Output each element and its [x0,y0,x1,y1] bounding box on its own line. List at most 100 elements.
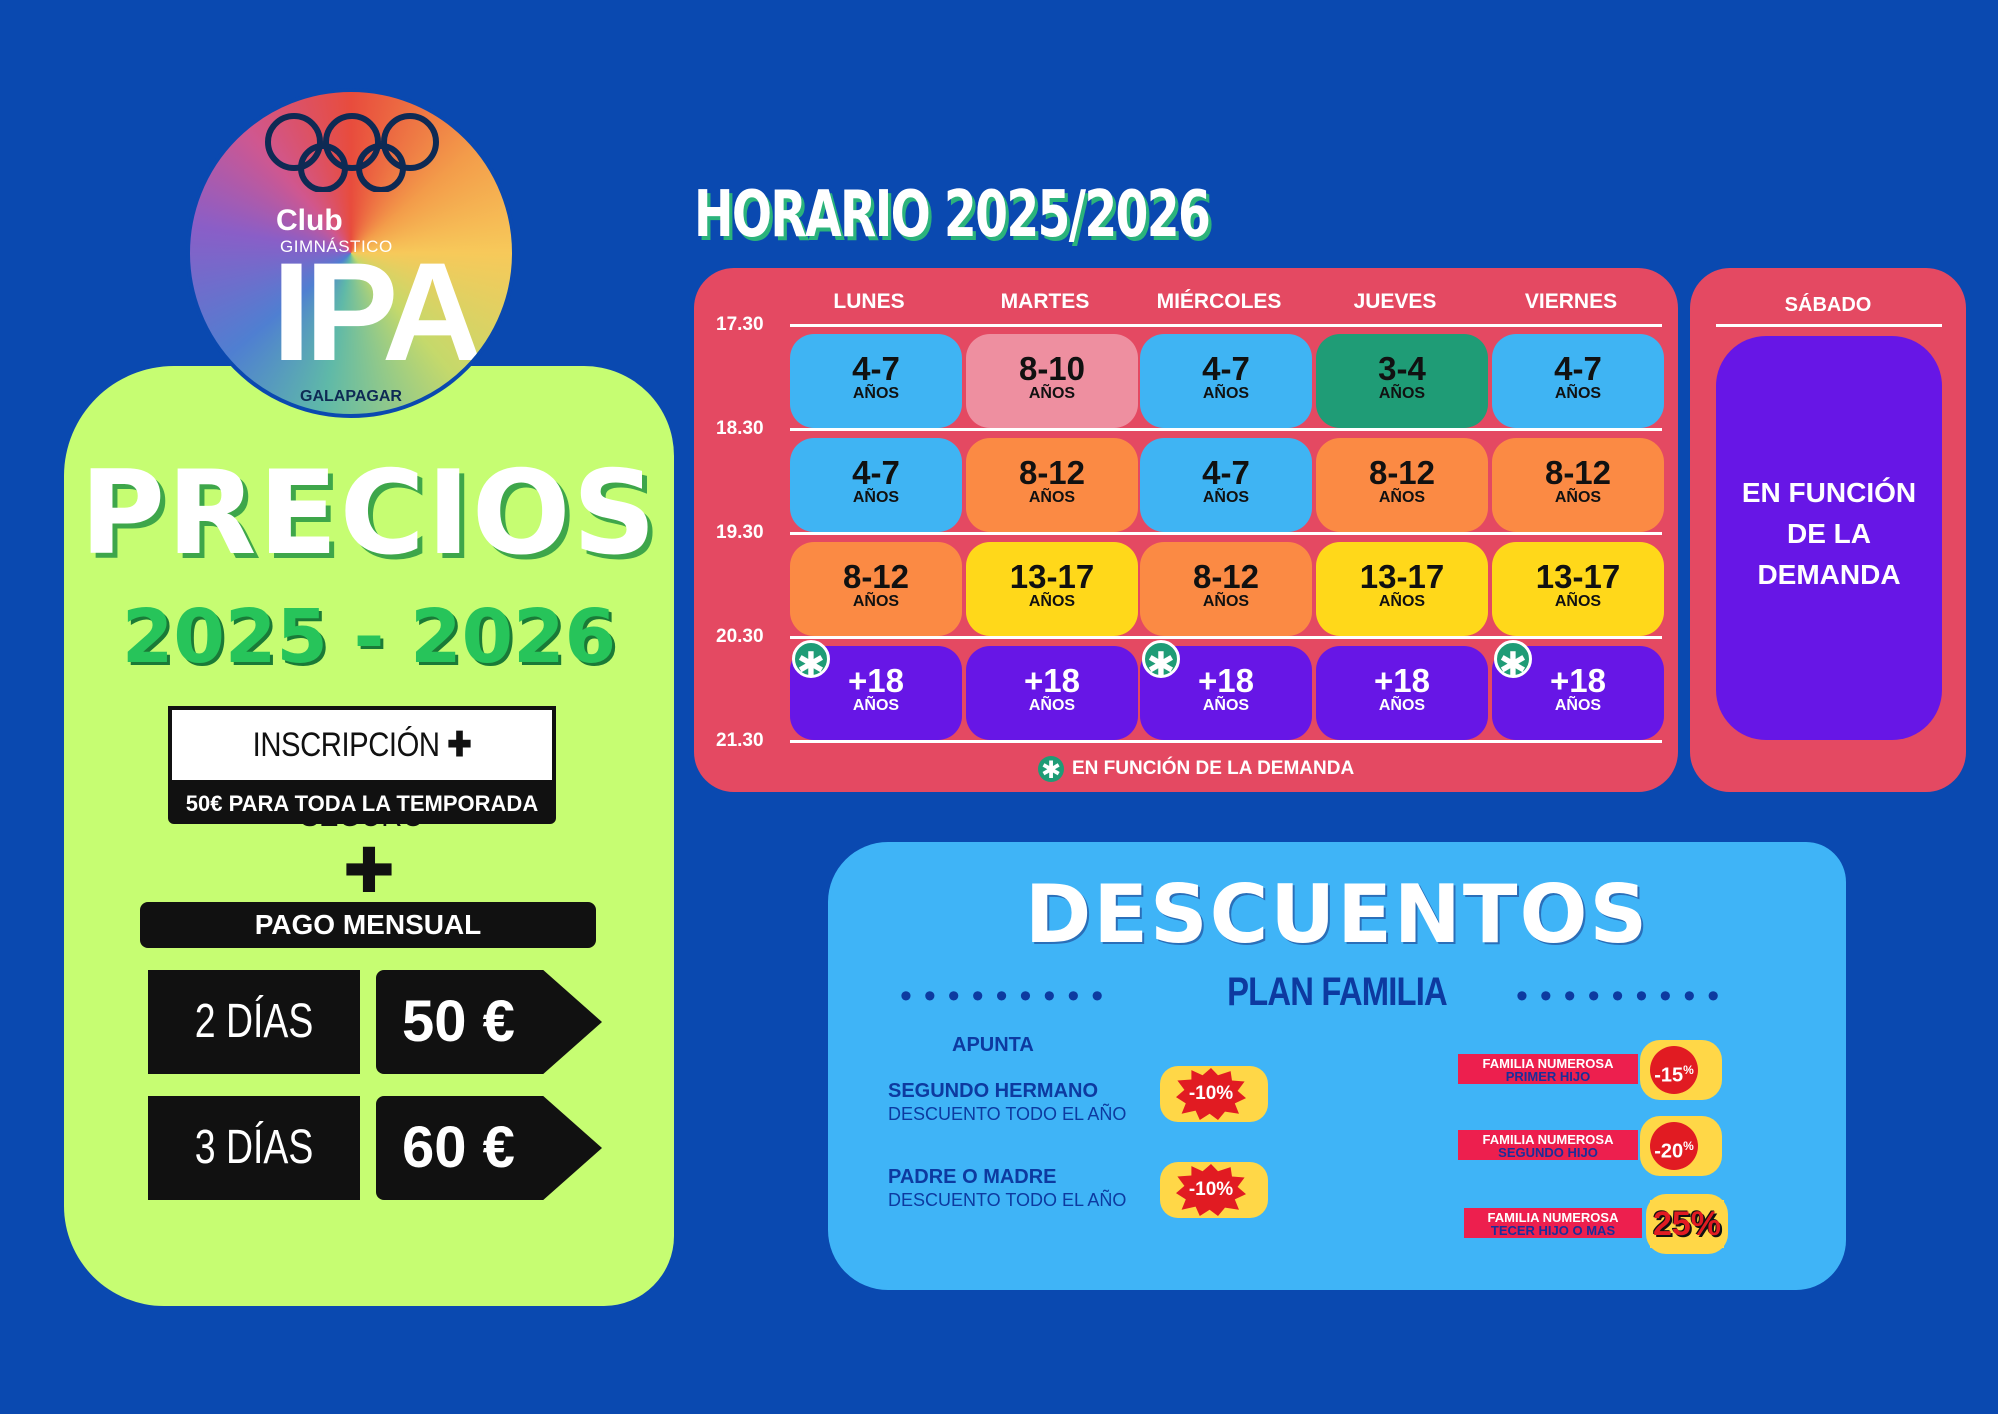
anos-label: AÑOS [1554,593,1602,610]
anos-label: AÑOS [1554,697,1602,714]
price-tag-3-dias: 60 € [376,1096,602,1200]
class-slot: 4-7 AÑOS [1140,438,1312,532]
anos-label: AÑOS [1378,593,1426,610]
day-header-lunes: LUNES [833,290,905,313]
age-range: 8-12 [1544,454,1612,491]
class-slot: +18 AÑOS [790,646,962,740]
anos-label: AÑOS [1028,593,1076,610]
schedule-divider [790,636,1662,639]
schedule-divider [790,532,1662,535]
class-slot: 8-12 AÑOS [790,542,962,636]
sabado-panel: SÁBADO EN FUNCIÓN DE LA DEMANDA [1690,268,1966,792]
inscripcion-box: INSCRIPCIÓN ✚ SEGURO [168,706,556,834]
class-slot: 8-12 AÑOS [1492,438,1664,532]
anos-label: AÑOS [1202,593,1250,610]
apunta-label: APUNTA [952,1034,1034,1056]
sabado-cell: EN FUNCIÓN DE LA DEMANDA [1716,336,1942,740]
age-range: 13-17 [1535,558,1621,595]
schedule-divider [790,324,1662,327]
anos-label: AÑOS [1028,385,1076,402]
discount-badge: -10% [1160,1162,1268,1218]
class-slot: 8-12 AÑOS [1316,438,1488,532]
discount-burst-icon: -10% [1176,1068,1246,1120]
anos-label: AÑOS [1554,489,1602,506]
anos-label: AÑOS [852,593,900,610]
time-label: 18.30 [716,418,764,439]
time-label: 21.30 [716,730,764,751]
discount-badge: -10% [1160,1066,1268,1122]
plan-2-dias: 2 DÍAS [148,970,360,1074]
plus-icon: ✚ [447,726,472,764]
class-slot: 13-17 AÑOS [1492,542,1664,636]
price-tag-2-dias: 50 € [376,970,602,1074]
day-header-jueves: JUEVES [1353,290,1437,313]
class-slot: 8-12 AÑOS [1140,542,1312,636]
day-header-miercoles: MIÉRCOLES [1156,290,1282,313]
demanda-note-text: EN FUNCIÓN DE LA DEMANDA [1072,758,1355,780]
inscripcion-text: INSCRIPCIÓN ✚ SEGURO [199,710,526,850]
class-slot: 8-10 AÑOS [966,334,1138,428]
discount-burst-icon: -10% [1176,1164,1246,1216]
anos-label: AÑOS [852,385,900,402]
plan-3-dias: 3 DÍAS [148,1096,360,1200]
anos-label: AÑOS [1378,385,1426,402]
familia-badge: -15% [1640,1040,1722,1100]
age-range: +18 [1374,662,1430,699]
inscripcion-subtitle: 50€ PARA TODA LA TEMPORADA [168,784,556,824]
inscripcion-label: INSCRIPCIÓN [252,726,440,764]
anos-label: AÑOS [1202,489,1250,506]
pago-mensual-bar: PAGO MENSUAL [140,902,596,948]
sabado-text-line: DEMANDA [1757,559,1901,590]
class-slot: +18 AÑOS [1316,646,1488,740]
anos-label: AÑOS [1028,489,1076,506]
class-slot: 13-17 AÑOS [966,542,1138,636]
day-header-viernes: VIERNES [1524,290,1618,313]
olympic-rings-icon [265,113,439,192]
class-slot: 8-12 AÑOS [966,438,1138,532]
discount-circle-icon: -15% [1650,1046,1698,1094]
age-range: 3-4 [1378,350,1426,387]
descuentos-panel: DESCUENTOS ••••••••• ••••••••• PLAN FAMI… [828,842,1846,1290]
anos-label: AÑOS [852,489,900,506]
age-range: 8-12 [842,558,910,595]
familia-numerosa-label: FAMILIA NUMEROSA PRIMER HIJO [1458,1054,1638,1084]
big-plus-icon: ✚ [343,837,395,906]
descuentos-title: DESCUENTOS [1024,868,1650,961]
time-label: 17.30 [716,314,764,335]
familia-numerosa-label: FAMILIA NUMEROSA TECER HIJO O MAS [1464,1208,1642,1238]
age-range: +18 [1024,662,1080,699]
class-slot: 4-7 AÑOS [790,334,962,428]
age-range: 8-12 [1018,454,1086,491]
anos-label: AÑOS [1202,697,1250,714]
anos-label: AÑOS [1378,697,1426,714]
padre-madre-sub: DESCUENTO TODO EL AÑO [888,1190,1127,1210]
anos-label: AÑOS [1378,489,1426,506]
horario-title: HORARIO 2025/2026 [694,178,1211,252]
precios-years: 2025 - 2026 [121,594,617,680]
logo-club-text: Club [276,204,343,237]
discount-burst-icon: 25% [1650,1200,1724,1248]
familia-numerosa-label: FAMILIA NUMEROSA SEGUNDO HIJO [1458,1130,1638,1160]
schedule-divider [790,740,1662,743]
age-range: 4-7 [852,350,900,387]
asterisk-icon: ✱ [1494,640,1532,684]
age-range: 4-7 [1554,350,1602,387]
age-range: 13-17 [1359,558,1445,595]
age-range: 8-12 [1192,558,1260,595]
age-range: 4-7 [1202,454,1250,491]
age-range: 4-7 [1202,350,1250,387]
club-logo: Club GIMNÁSTICO IPA GALAPAGAR [186,88,516,418]
day-header-sabado: SÁBADO [1784,294,1872,316]
sabado-text-line: EN FUNCIÓN [1741,477,1917,508]
class-slot: 3-4 AÑOS [1316,334,1488,428]
age-range: 8-10 [1018,350,1086,387]
anos-label: AÑOS [1554,385,1602,402]
anos-label: AÑOS [1028,697,1076,714]
time-label: 20.30 [716,626,764,647]
logo-gimnastico-text: GIMNÁSTICO [280,237,393,256]
logo-galapagar-text: GALAPAGAR [300,388,402,405]
time-label: 19.30 [716,522,764,543]
demanda-note: ✱ EN FUNCIÓN DE LA DEMANDA [1038,756,1355,784]
class-slot: 4-7 AÑOS [790,438,962,532]
age-range: 8-12 [1368,454,1436,491]
